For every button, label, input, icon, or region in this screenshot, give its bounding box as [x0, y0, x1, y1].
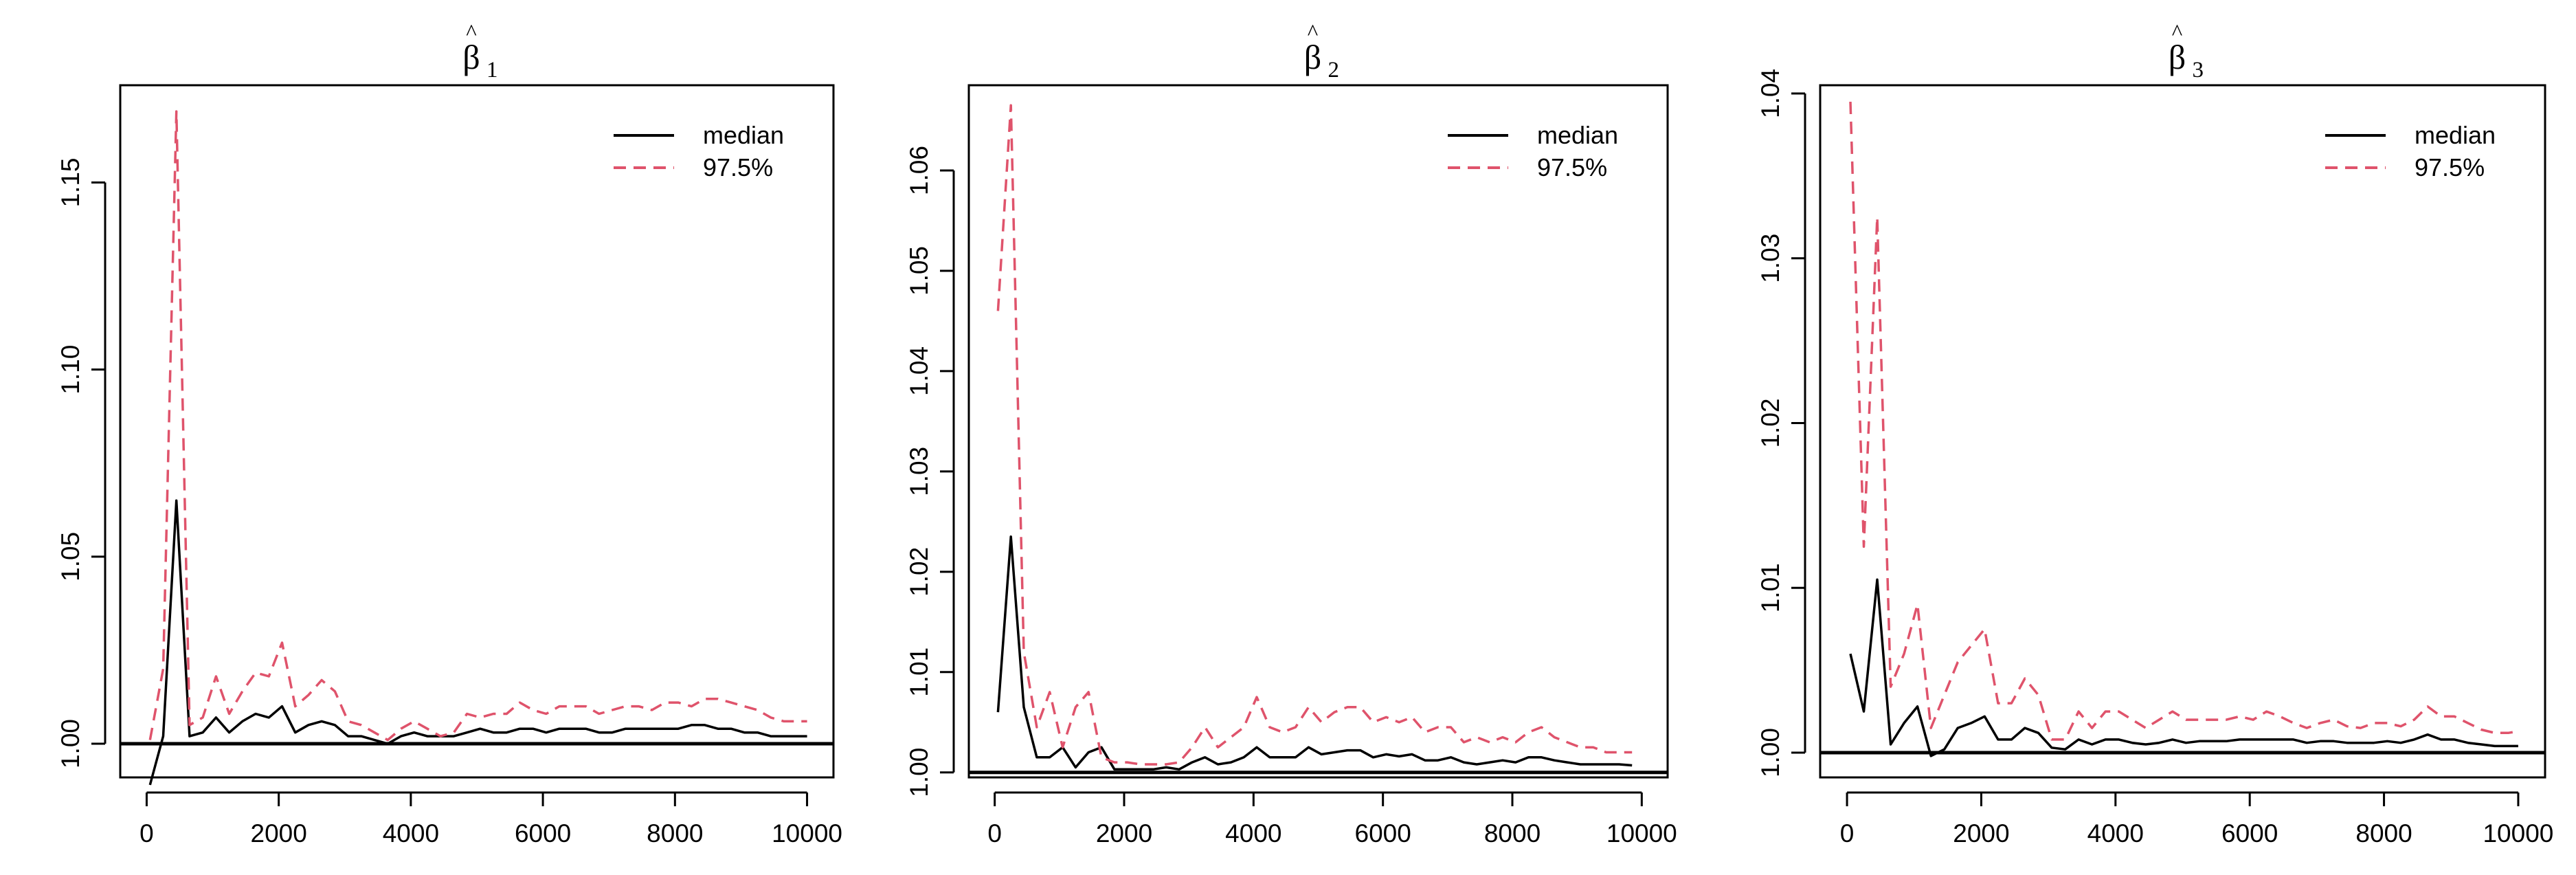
x-tick-label: 4000	[383, 819, 439, 848]
plot-frame	[967, 84, 1669, 779]
x-tick-label: 2000	[1096, 819, 1152, 848]
legend-label: median	[2415, 121, 2496, 149]
series-line-median	[996, 535, 1633, 771]
series-line-quantile	[1849, 101, 2519, 741]
x-tick-label: 8000	[647, 819, 703, 848]
y-tick-label: 1.04	[905, 346, 933, 396]
x-tick-label: 4000	[2087, 819, 2144, 848]
chart-panel-3: 0 2000 4000 6000 8000 10000 1.00 1.01 1.02 1.03 1.…	[1756, 21, 2553, 848]
chart-title: β	[1304, 38, 1321, 76]
y-tick-label: 1.04	[1756, 69, 1784, 118]
y-tick-label: 1.02	[905, 547, 933, 597]
chart-title: β	[462, 38, 480, 76]
legend-label: 97.5%	[1537, 153, 1607, 181]
x-tick-label: 6000	[515, 819, 571, 848]
y-tick-label: 1.03	[1756, 234, 1784, 283]
chart-title-hat: ^	[1308, 21, 1319, 45]
y-tick-label: 1.10	[56, 345, 85, 395]
x-tick-label: 6000	[1355, 819, 1411, 848]
x-tick-label: 10000	[1606, 819, 1677, 848]
chart-panel-2: 0 2000 4000 6000 8000 10000 1.00 1.01 1.02 1.03 1.…	[905, 21, 1677, 848]
series-line-median	[1849, 578, 2518, 757]
x-tick-label: 2000	[251, 819, 307, 848]
y-tick-label: 1.06	[905, 146, 933, 195]
chart-title-hat: ^	[466, 21, 477, 45]
series-line-quantile	[148, 110, 807, 742]
plot-frame	[119, 84, 835, 779]
y-tick-label: 1.00	[1756, 728, 1784, 777]
x-tick-label: 10000	[772, 819, 842, 848]
y-tick-label: 1.01	[905, 647, 933, 697]
x-tick-label: 0	[987, 819, 1002, 848]
y-tick-label: 1.05	[56, 532, 85, 582]
chart-title-subscript: 3	[2193, 58, 2204, 82]
x-tick-label: 8000	[2355, 819, 2412, 848]
y-tick-label: 1.00	[905, 748, 933, 797]
y-tick-label: 1.05	[905, 246, 933, 296]
legend-label: median	[703, 121, 784, 149]
x-tick-label: 8000	[1484, 819, 1541, 848]
chart-title-subscript: 2	[1328, 58, 1340, 82]
series-line-median	[148, 499, 807, 786]
legend-label: 97.5%	[703, 153, 773, 181]
y-tick-label: 1.03	[905, 447, 933, 496]
y-tick-label: 1.15	[56, 158, 85, 208]
y-tick-label: 1.01	[1756, 563, 1784, 612]
x-tick-label: 2000	[1953, 819, 2009, 848]
chart-title: β	[2169, 38, 2186, 76]
chart-panel-1: 0 2000 4000 6000 8000 10000 1.00 1.05 1.10 1.15 β^…	[56, 21, 842, 848]
series-line-quantile	[996, 104, 1633, 766]
x-tick-label: 0	[1840, 819, 1855, 848]
legend-label: median	[1537, 121, 1618, 149]
legend-label: 97.5%	[2415, 153, 2485, 181]
chart-title-hat: ^	[2172, 21, 2183, 45]
chart-title-subscript: 1	[486, 58, 498, 82]
y-tick-label: 1.02	[1756, 399, 1784, 448]
x-tick-label: 6000	[2221, 819, 2278, 848]
x-tick-label: 0	[139, 819, 154, 848]
x-tick-label: 4000	[1225, 819, 1281, 848]
x-tick-label: 10000	[2483, 819, 2553, 848]
y-tick-label: 1.00	[56, 719, 85, 768]
plot-frame	[1819, 84, 2546, 779]
